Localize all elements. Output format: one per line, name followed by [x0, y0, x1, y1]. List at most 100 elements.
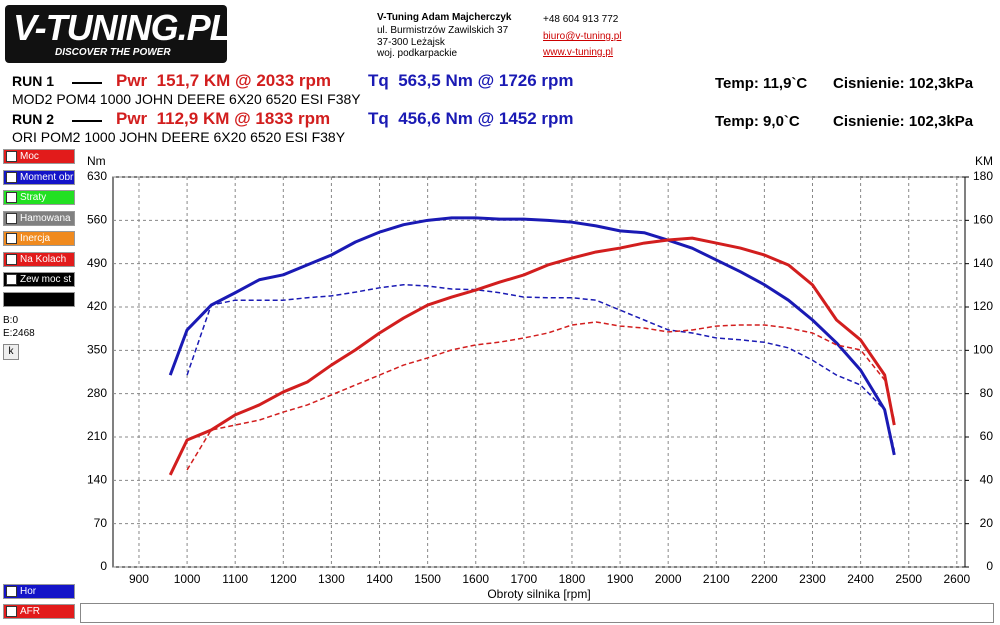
series-line — [186, 283, 896, 451]
option-toggle[interactable]: ✔ Moc — [3, 149, 75, 164]
x-tick-label: 2500 — [895, 572, 922, 586]
run-torque: Tq 456,6 Nm @ 1452 rpm — [368, 109, 574, 128]
x-tick-label: 1500 — [414, 572, 441, 586]
checkbox[interactable] — [6, 606, 17, 617]
run-power: Pwr 112,9 KM @ 1833 rpm — [116, 109, 331, 128]
run-line — [72, 82, 102, 84]
x-tick-label: 2600 — [943, 572, 970, 586]
x-tick-label: 1700 — [510, 572, 537, 586]
run-label: RUN 2 — [12, 111, 55, 127]
logo-text: V-TUNING.PL — [13, 7, 232, 48]
option-label: AFR — [20, 606, 40, 617]
y-tick-label: 350 — [87, 343, 107, 357]
slogan: DISCOVER THE POWER — [55, 47, 171, 58]
x-tick-label: 2100 — [703, 572, 730, 586]
checkbox[interactable]: ✔ — [6, 171, 17, 183]
phone: +48 604 913 772 — [543, 14, 619, 25]
option-label: Moc — [20, 151, 39, 162]
x-tick-label: 1900 — [607, 572, 634, 586]
k-button[interactable]: k — [3, 344, 19, 360]
run-desc: MOD2 POM4 1000 JOHN DEERE 6X20 6520 ESI … — [12, 91, 361, 107]
option-toggle[interactable]: Hor — [3, 584, 75, 599]
city: 37-300 Leżajsk — [377, 37, 445, 48]
y-tick-label: 420 — [87, 299, 107, 313]
y2-tick-label: 100 — [973, 343, 993, 357]
run-label: RUN 1 — [12, 73, 55, 89]
x-tick-label: 2200 — [751, 572, 778, 586]
checkbox[interactable] — [6, 253, 17, 265]
run-temp: Temp: 11,9`C — [715, 75, 808, 92]
run-temp: Temp: 9,0`C — [715, 113, 800, 130]
y2-tick-label: 80 — [980, 386, 994, 400]
x-tick-label: 1000 — [174, 572, 201, 586]
y2-tick-label: 0 — [986, 559, 993, 573]
x-tick-label: 2000 — [655, 572, 682, 586]
y-tick-label: 0 — [100, 559, 107, 573]
y2-tick-label: 60 — [980, 429, 994, 443]
run-line — [72, 120, 102, 122]
x-tick-label: 2400 — [847, 572, 874, 586]
y-tick-label: 280 — [87, 386, 107, 400]
y-tick-label: 70 — [94, 516, 108, 530]
run-pressure: Cisnienie: 102,3kPa — [833, 75, 974, 92]
option-toggle[interactable]: Inercja — [3, 231, 75, 246]
series-line — [168, 216, 896, 456]
checkbox[interactable]: ✔ — [6, 151, 17, 162]
b-value: B:0 — [3, 315, 19, 326]
y-tick-label: 140 — [87, 473, 107, 487]
website[interactable]: www.v-tuning.pl — [543, 47, 614, 58]
x-axis-label: Obroty silnika [rpm] — [487, 587, 590, 601]
run-pressure: Cisnienie: 102,3kPa — [833, 113, 974, 130]
checkbox[interactable] — [6, 233, 17, 244]
y2-tick-label: 20 — [980, 516, 994, 530]
option-toggle[interactable]: Straty — [3, 190, 75, 205]
run-torque: Tq 563,5 Nm @ 1726 rpm — [368, 71, 574, 90]
option-toggle[interactable] — [3, 292, 75, 307]
option-label: Na Kolach — [20, 253, 67, 265]
e-value: E:2468 — [3, 328, 35, 339]
y2-tick-label: 140 — [973, 256, 993, 270]
logo: V-TUNING.PL DISCOVER THE POWER — [5, 5, 232, 63]
run-power: Pwr 151,7 KM @ 2033 rpm — [116, 71, 332, 90]
checkbox[interactable] — [6, 212, 17, 224]
region: woj. podkarpackie — [377, 48, 458, 59]
y2-tick-label: 120 — [973, 299, 993, 313]
checkbox[interactable]: ✔ — [6, 274, 17, 285]
option-label: Moment obr — [20, 171, 74, 183]
option-toggle[interactable]: Hamowana — [3, 210, 75, 226]
plot-frame — [112, 176, 966, 568]
company: V-Tuning Adam Majcherczyk — [377, 12, 512, 23]
option-toggle[interactable]: ✔ Zew moc st — [3, 272, 75, 287]
option-label: Hamowana — [20, 212, 71, 224]
option-label: Zew moc st — [20, 274, 72, 285]
option-toggle[interactable]: ✔ Moment obr — [3, 169, 75, 185]
y2-tick-label: 40 — [980, 473, 994, 487]
series-line — [186, 321, 896, 471]
x-tick-label: 1400 — [366, 572, 393, 586]
x-tick-label: 1300 — [318, 572, 345, 586]
x-tick-label: 900 — [129, 572, 149, 586]
y-tick-label: 630 — [87, 169, 107, 183]
checkbox[interactable] — [6, 586, 17, 597]
x-tick-label: 1100 — [222, 572, 248, 586]
y-tick-label: 490 — [87, 256, 107, 270]
y2-tick-label: 160 — [973, 213, 993, 227]
option-toggle[interactable]: Na Kolach — [3, 251, 75, 267]
x-tick-label: 2300 — [799, 572, 826, 586]
option-label: Hor — [20, 586, 37, 597]
series-line — [168, 236, 896, 476]
bottom-panel — [80, 603, 994, 623]
y-tick-label: 210 — [87, 429, 107, 443]
option-label: Inercja — [20, 233, 51, 244]
x-tick-label: 1200 — [270, 572, 297, 586]
street: ul. Burmistrzów Zawilskich 37 — [377, 25, 509, 36]
y2-tick-label: 180 — [973, 169, 993, 183]
y-tick-label: 560 — [87, 213, 107, 227]
option-label: Straty — [20, 192, 47, 203]
email[interactable]: biuro@v-tuning.pl — [543, 31, 622, 42]
y2-axis-label: KM — [975, 154, 993, 168]
option-toggle[interactable]: AFR — [3, 604, 75, 619]
checkbox[interactable] — [6, 192, 17, 203]
